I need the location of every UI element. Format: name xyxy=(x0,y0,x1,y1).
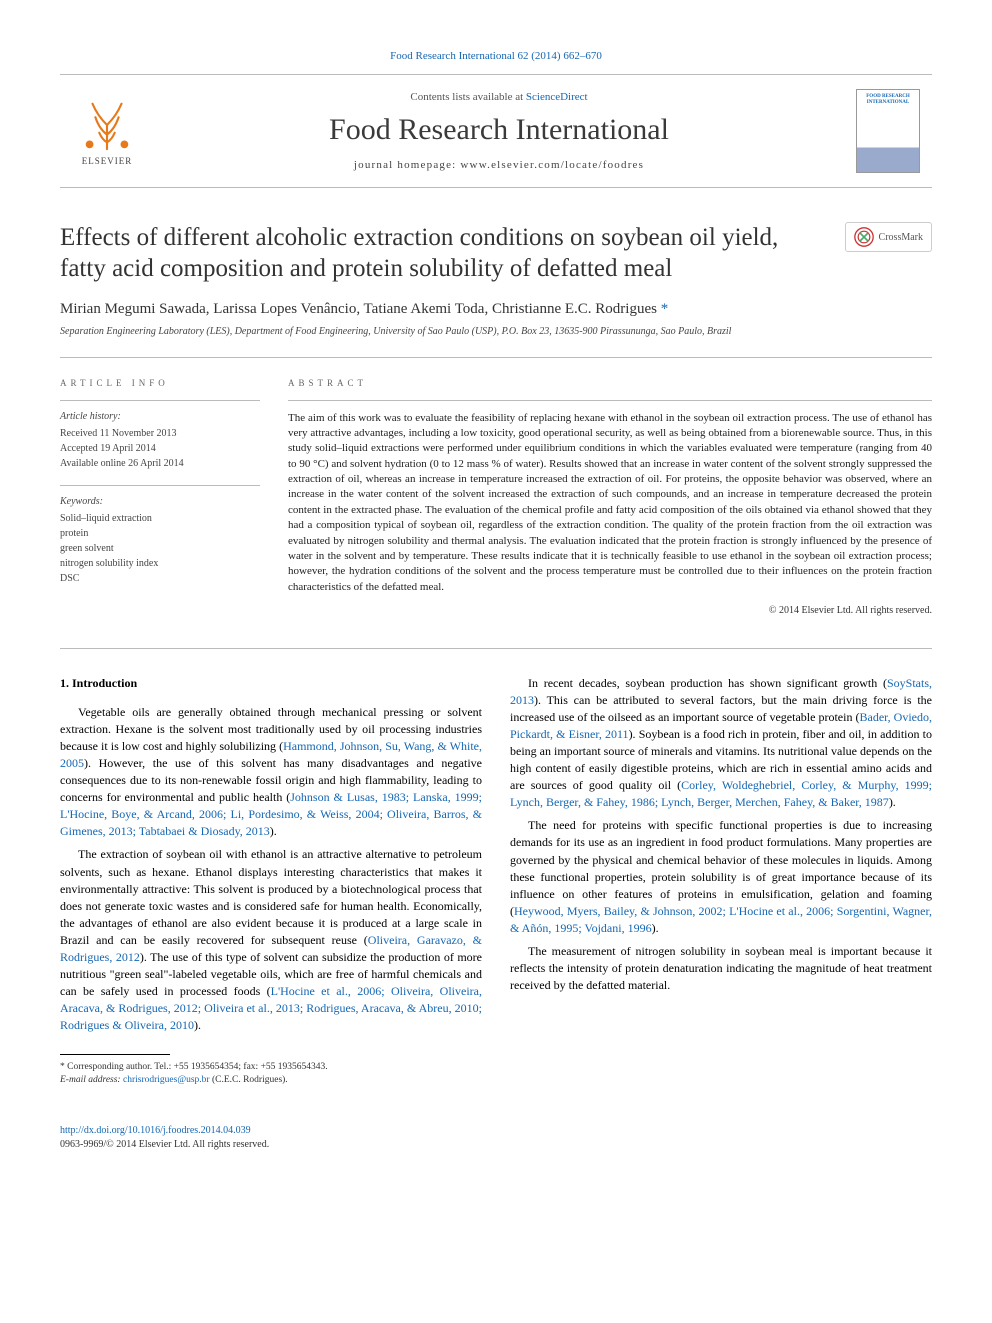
corresponding-footnote: * Corresponding author. Tel.: +55 193565… xyxy=(60,1061,482,1087)
contents-lists-line: Contents lists available at ScienceDirec… xyxy=(142,91,856,103)
body-text: 1. Introduction Vegetable oils are gener… xyxy=(60,648,932,1086)
corresponding-author-link[interactable]: * xyxy=(661,301,669,317)
publisher-logo: ELSEVIER xyxy=(72,91,142,171)
journal-homepage-line: journal homepage: www.elsevier.com/locat… xyxy=(142,159,856,171)
page-footer: http://dx.doi.org/10.1016/j.foodres.2014… xyxy=(60,1124,932,1152)
cover-title: FOOD RESEARCH INTERNATIONAL xyxy=(861,94,915,105)
article-history-block: Article history: Received 11 November 20… xyxy=(60,400,260,471)
publisher-name: ELSEVIER xyxy=(82,156,133,166)
keywords-list: Solid–liquid extraction protein green so… xyxy=(60,511,260,586)
article-info-label: article info xyxy=(60,378,260,388)
issn-copyright: 0963-9969/© 2014 Elsevier Ltd. All right… xyxy=(60,1139,269,1150)
doi-link[interactable]: http://dx.doi.org/10.1016/j.foodres.2014… xyxy=(60,1125,251,1136)
journal-cover-thumbnail: FOOD RESEARCH INTERNATIONAL xyxy=(856,89,920,173)
authors-line: Mirian Megumi Sawada, Larissa Lopes Venâ… xyxy=(60,301,932,318)
email-link[interactable]: chrisrodrigues@usp.br xyxy=(123,1075,210,1085)
journal-ref-link[interactable]: Food Research International 62 (2014) 66… xyxy=(390,50,602,62)
affiliation: Separation Engineering Laboratory (LES),… xyxy=(60,326,932,337)
crossmark-label: CrossMark xyxy=(879,232,923,243)
article-title: Effects of different alcoholic extractio… xyxy=(60,222,845,285)
abstract-label: abstract xyxy=(288,378,932,388)
journal-name: Food Research International xyxy=(142,113,856,147)
history-title: Article history: xyxy=(60,409,260,424)
journal-reference: Food Research International 62 (2014) 66… xyxy=(60,50,932,62)
citation-link[interactable]: Heywood, Myers, Bailey, & Johnson, 2002;… xyxy=(510,904,932,935)
crossmark-icon xyxy=(854,227,874,247)
crossmark-badge[interactable]: CrossMark xyxy=(845,222,932,252)
journal-homepage-url[interactable]: www.elsevier.com/locate/foodres xyxy=(460,159,644,171)
footnote-rule xyxy=(60,1054,170,1055)
keywords-title: Keywords: xyxy=(60,494,260,509)
history-received: Received 11 November 2013 xyxy=(60,426,260,441)
abstract-text: The aim of this work was to evaluate the… xyxy=(288,411,932,596)
keywords-block: Keywords: Solid–liquid extraction protei… xyxy=(60,485,260,586)
intro-heading: 1. Introduction xyxy=(60,675,482,692)
sciencedirect-link[interactable]: ScienceDirect xyxy=(526,91,588,103)
history-online: Available online 26 April 2014 xyxy=(60,456,260,471)
abstract-copyright: © 2014 Elsevier Ltd. All rights reserved… xyxy=(288,605,932,616)
history-accepted: Accepted 19 April 2014 xyxy=(60,441,260,456)
elsevier-tree-icon xyxy=(78,96,136,154)
masthead: ELSEVIER Contents lists available at Sci… xyxy=(60,74,932,188)
